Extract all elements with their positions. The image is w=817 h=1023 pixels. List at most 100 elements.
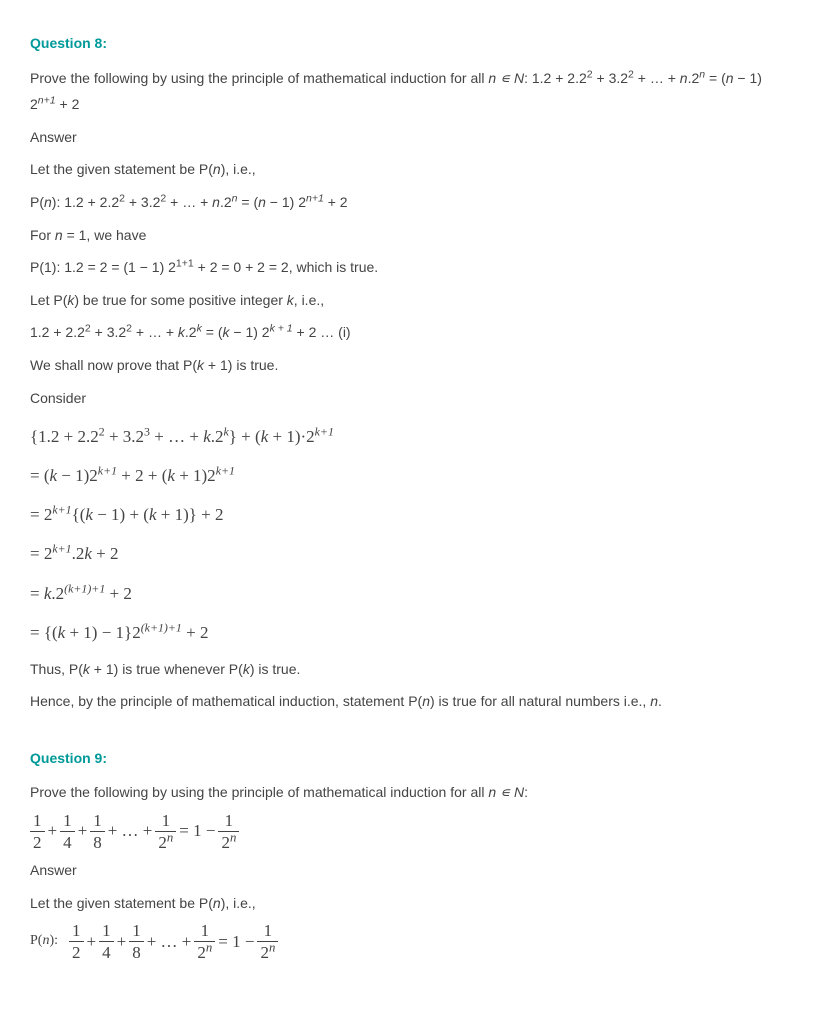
k: k	[203, 427, 211, 446]
text: {1.2 + 2.2	[30, 427, 99, 446]
text: − 1) 2	[266, 194, 306, 210]
question-9-heading: Question 9:	[30, 745, 787, 772]
q8-prove-statement: Prove the following by using the princip…	[30, 65, 787, 118]
k: k	[178, 324, 185, 340]
text: ), i.e.,	[221, 161, 256, 177]
k: k	[287, 292, 294, 308]
sup: k+1	[52, 542, 71, 556]
sup: k+1	[216, 464, 235, 478]
text: + 2	[324, 194, 348, 210]
dots: + … +	[147, 926, 192, 958]
text: + 1)} + 2	[157, 505, 224, 524]
sup: 1+1	[176, 258, 194, 270]
base: 2	[158, 833, 167, 852]
text: ), i.e.,	[221, 895, 256, 911]
den: 4	[60, 832, 75, 851]
text: P(	[30, 194, 44, 210]
text: = (	[30, 466, 50, 485]
sup-n: n	[269, 941, 275, 955]
k: k	[243, 661, 250, 677]
n: n	[422, 693, 430, 709]
q8-shall-prove: We shall now prove that P(k + 1) is true…	[30, 352, 787, 379]
num: 1	[194, 922, 215, 942]
frac-1-4: 14	[99, 922, 114, 961]
text: ): 1.2 + 2.2	[52, 194, 119, 210]
sup-n: n	[206, 941, 212, 955]
text: .2	[688, 70, 700, 86]
text: Prove the following by using the princip…	[30, 70, 488, 86]
text: + 3.2	[105, 427, 144, 446]
text: + 1) − 1}2	[65, 623, 141, 642]
text: .	[658, 693, 662, 709]
base: 2	[221, 833, 230, 852]
text: ) is true.	[250, 661, 301, 677]
text: =	[30, 584, 44, 603]
den: 2	[69, 942, 84, 961]
q8-let-pn: Let the given statement be P(n), i.e.,	[30, 156, 787, 183]
question-8-heading: Question 8:	[30, 30, 787, 57]
math-line-4: = 2k+1.2k + 2	[30, 534, 787, 573]
n: n	[726, 70, 734, 86]
q8-for-n1: For n = 1, we have	[30, 222, 787, 249]
den: 2n	[155, 832, 176, 851]
q8-pn-definition: P(n): 1.2 + 2.22 + 3.22 + … + n.2n = (n …	[30, 189, 787, 216]
text: .2	[51, 584, 64, 603]
text: + 2	[56, 96, 80, 112]
eq: = 1 −	[179, 815, 215, 847]
text: + 2	[105, 584, 132, 603]
text: + 2 = 0 + 2 = 2, which is true.	[194, 259, 378, 275]
num: 1	[99, 922, 114, 942]
text: .2	[185, 324, 197, 340]
text: + 3.2	[91, 324, 126, 340]
text: − 1)2	[57, 466, 98, 485]
frac-1-8: 18	[129, 922, 144, 961]
text: + 2	[182, 623, 209, 642]
n: n	[258, 194, 266, 210]
frac-1-2n: 12n	[155, 812, 176, 851]
text: = 1, we have	[63, 227, 147, 243]
q8-p1: P(1): 1.2 = 2 = (1 − 1) 21+1 + 2 = 0 + 2…	[30, 254, 787, 281]
math-line-2: = (k − 1)2k+1 + 2 + (k + 1)2k+1	[30, 456, 787, 495]
k: k	[84, 544, 92, 563]
plus: +	[48, 815, 58, 847]
n-in-N: n ∊ N	[488, 784, 524, 800]
n: n	[55, 227, 63, 243]
text: = (	[202, 324, 223, 340]
text: Thus, P(	[30, 661, 83, 677]
text: For	[30, 227, 55, 243]
frac-1-2n-rhs: 12n	[257, 922, 278, 961]
n: n	[213, 161, 221, 177]
q8-hence: Hence, by the principle of mathematical …	[30, 688, 787, 715]
n: n	[44, 194, 52, 210]
text: Let the given statement be P(	[30, 895, 213, 911]
text: = {(	[30, 623, 58, 642]
den: 8	[90, 832, 105, 851]
k: k	[149, 505, 157, 524]
text: ) is true for all natural numbers i.e.,	[430, 693, 650, 709]
math-line-1: {1.2 + 2.22 + 3.23 + … + k.2k} + (k + 1)…	[30, 417, 787, 456]
text: + 1) is true whenever P(	[90, 661, 243, 677]
n: n	[650, 693, 658, 709]
text: , i.e.,	[294, 292, 324, 308]
num: 1	[257, 922, 278, 942]
den: 2n	[194, 942, 215, 961]
den: 8	[129, 942, 144, 961]
text: + 2 + (	[117, 466, 167, 485]
sup: k+1	[98, 464, 117, 478]
text: − 1) + (	[93, 505, 149, 524]
text: P(1): 1.2 = 2 = (1 − 1) 2	[30, 259, 176, 275]
q8-thus: Thus, P(k + 1) is true whenever P(k) is …	[30, 656, 787, 683]
k: k	[167, 466, 175, 485]
sup-kp1: k + 1	[270, 323, 293, 335]
sup-np1: n+1	[306, 192, 324, 204]
text: 1.2 + 2.2	[30, 324, 85, 340]
q8-let-pk: Let P(k) be true for some positive integ…	[30, 287, 787, 314]
text: {(	[72, 505, 86, 524]
den: 2n	[218, 832, 239, 851]
text: Let P(	[30, 292, 67, 308]
text: + 2	[92, 544, 119, 563]
text: + 3.2	[593, 70, 628, 86]
text: = (	[705, 70, 726, 86]
text: Let the given statement be P(	[30, 161, 213, 177]
text: + … +	[150, 427, 203, 446]
